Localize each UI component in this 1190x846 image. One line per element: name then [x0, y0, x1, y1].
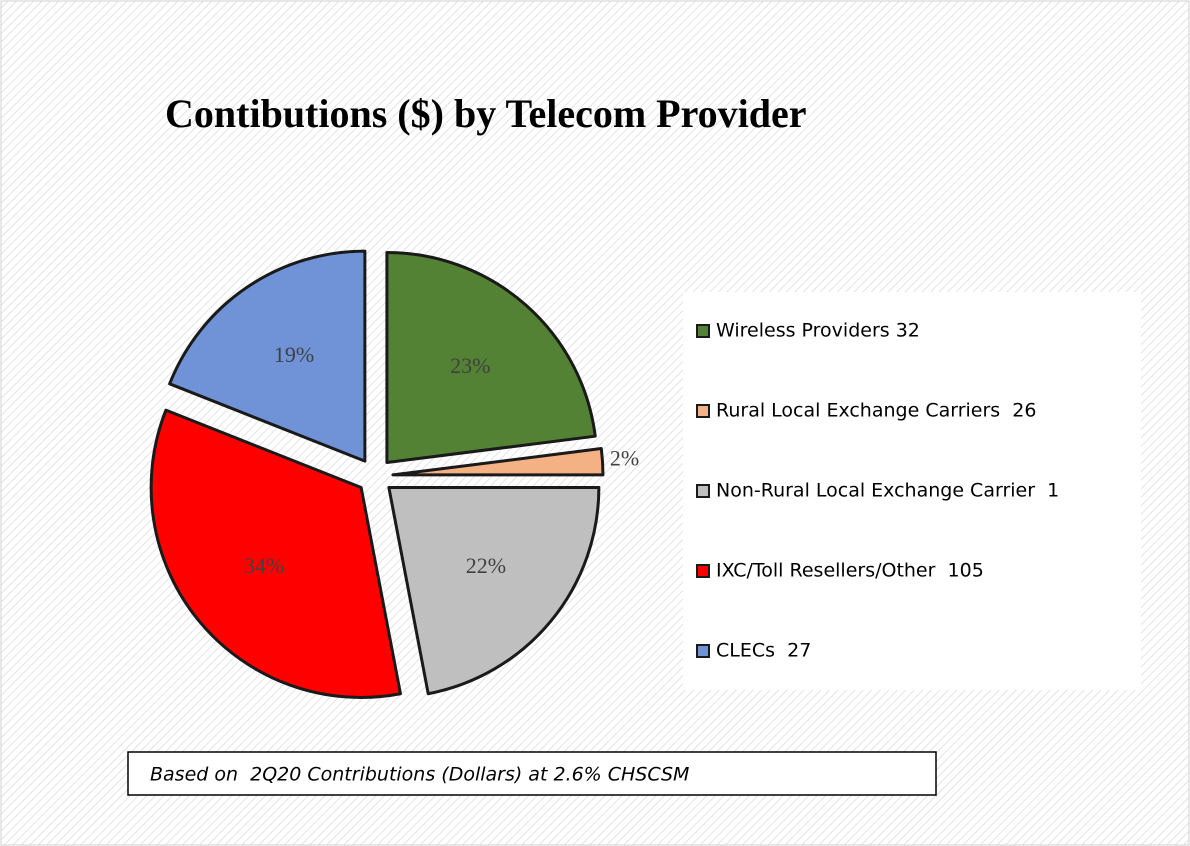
- legend-label: IXC/Toll Resellers/Other 105: [716, 560, 984, 582]
- legend-marker: [696, 644, 710, 658]
- legend-marker: [696, 564, 710, 578]
- legend-label: Wireless Providers 32: [716, 320, 920, 342]
- legend-label: Non-Rural Local Exchange Carrier 1: [716, 480, 1059, 502]
- slice-label: 34%: [244, 553, 284, 578]
- pie-slice: [149, 408, 402, 699]
- legend-marker: [696, 324, 710, 338]
- slice-label: 23%: [450, 353, 490, 378]
- legend-marker: [696, 484, 710, 498]
- legend-box: [683, 292, 1141, 690]
- pie-slice: [387, 485, 601, 696]
- legend-marker: [696, 404, 710, 418]
- pie-slice: [168, 249, 367, 463]
- slice-label: 2%: [610, 445, 639, 470]
- legend-label: CLECs 27: [716, 640, 811, 662]
- slice-label: 19%: [274, 342, 314, 367]
- pie-slice: [385, 250, 597, 464]
- legend-label: Rural Local Exchange Carriers 26: [716, 400, 1036, 422]
- pie-slice: [391, 447, 605, 477]
- annotation-box: [127, 751, 937, 796]
- slice-label: 22%: [466, 553, 506, 578]
- annotation: Based on 2Q20 Contributions (Dollars) at…: [150, 764, 689, 786]
- chart-title: Contibutions ($) by Telecom Provider: [165, 91, 807, 136]
